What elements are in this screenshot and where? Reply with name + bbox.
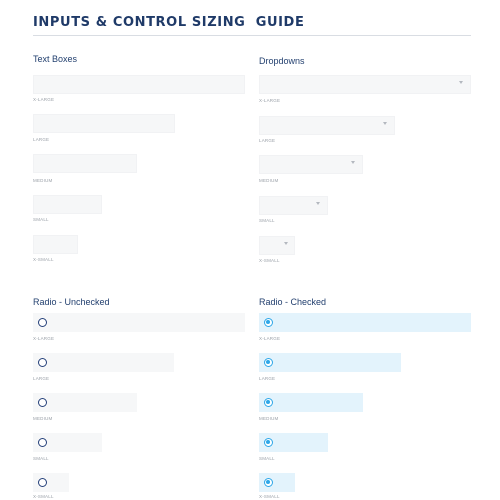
radio-unchecked-small[interactable] (33, 433, 102, 452)
radio-checked-icon (264, 478, 273, 487)
radio-checked-icon (264, 358, 273, 367)
size-label: X-LARGE (33, 336, 55, 341)
radio-checked-x-large[interactable] (259, 313, 471, 332)
radio-checked-icon (264, 398, 273, 407)
dropdowns-heading: Dropdowns (259, 56, 305, 66)
chevron-down-icon (383, 122, 387, 125)
size-label: X-SMALL (33, 494, 54, 499)
size-label: MEDIUM (259, 178, 279, 183)
chevron-down-icon (316, 202, 320, 205)
radio-unchecked-large[interactable] (33, 353, 174, 372)
chevron-down-icon (459, 81, 463, 84)
radio-unchecked-icon (38, 478, 47, 487)
size-label: X-SMALL (259, 258, 280, 263)
text-box-small[interactable] (33, 195, 102, 214)
radio-unchecked-medium[interactable] (33, 393, 137, 412)
size-label: SMALL (259, 456, 275, 461)
radio-checked-heading: Radio - Checked (259, 297, 327, 307)
radio-checked-small[interactable] (259, 433, 328, 452)
size-label: SMALL (33, 217, 49, 222)
size-label: SMALL (259, 218, 275, 223)
radio-checked-icon (264, 438, 273, 447)
radio-unchecked-heading: Radio - Unchecked (33, 297, 110, 307)
dropdown-x-small[interactable] (259, 236, 295, 255)
radio-unchecked-x-small[interactable] (33, 473, 69, 492)
text-box-x-small[interactable] (33, 235, 78, 254)
chevron-down-icon (284, 242, 288, 245)
size-label: LARGE (33, 376, 50, 381)
size-label: MEDIUM (259, 416, 279, 421)
title-divider (33, 35, 471, 36)
size-label: X-SMALL (259, 494, 280, 499)
text-box-x-large[interactable] (33, 75, 245, 94)
radio-unchecked-icon (38, 318, 47, 327)
size-label: MEDIUM (33, 178, 53, 183)
size-label: MEDIUM (33, 416, 53, 421)
size-label: X-LARGE (33, 97, 55, 102)
chevron-down-icon (351, 161, 355, 164)
dropdown-large[interactable] (259, 116, 395, 135)
dropdown-small[interactable] (259, 196, 328, 215)
page-title: INPUTS & CONTROL SIZING GUIDE (33, 15, 305, 30)
text-boxes-heading: Text Boxes (33, 54, 78, 64)
radio-checked-icon (264, 318, 273, 327)
size-label: X-LARGE (259, 336, 281, 341)
radio-unchecked-icon (38, 438, 47, 447)
radio-checked-large[interactable] (259, 353, 401, 372)
dropdown-x-large[interactable] (259, 75, 471, 94)
size-label: LARGE (33, 137, 50, 142)
size-label: X-LARGE (259, 98, 281, 103)
dropdown-medium[interactable] (259, 155, 363, 174)
radio-unchecked-x-large[interactable] (33, 313, 245, 332)
text-box-large[interactable] (33, 114, 175, 133)
radio-checked-x-small[interactable] (259, 473, 295, 492)
size-label: SMALL (33, 456, 49, 461)
radio-unchecked-icon (38, 358, 47, 367)
radio-unchecked-icon (38, 398, 47, 407)
size-label: LARGE (259, 376, 276, 381)
radio-checked-medium[interactable] (259, 393, 363, 412)
text-box-medium[interactable] (33, 154, 137, 173)
size-label: LARGE (259, 138, 276, 143)
size-label: X-SMALL (33, 257, 54, 262)
